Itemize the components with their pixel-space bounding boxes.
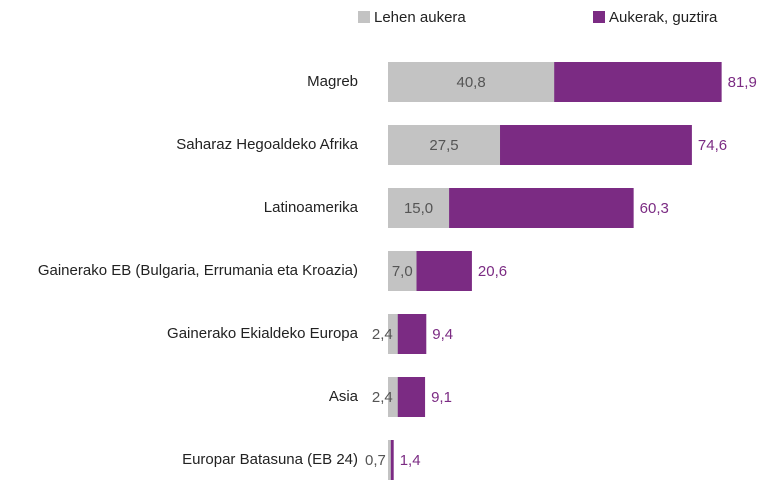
category-label: Asia	[329, 388, 359, 405]
value-label-first: 2,4	[372, 389, 393, 406]
legend-swatch	[358, 11, 370, 23]
value-label-first: 40,8	[457, 74, 486, 91]
value-label-first: 15,0	[404, 200, 433, 217]
bar-first	[388, 440, 391, 480]
bar-first	[388, 188, 450, 228]
legend-label: Aukerak, guztira	[609, 9, 718, 26]
bar-first	[388, 62, 555, 102]
value-label-first: 7,0	[392, 263, 413, 280]
value-label-total: 60,3	[640, 200, 669, 217]
value-label-total: 81,9	[728, 74, 757, 91]
value-label-first: 2,4	[372, 326, 393, 343]
category-label: Magreb	[307, 73, 358, 90]
value-label-total: 20,6	[478, 263, 507, 280]
value-label-first: 27,5	[429, 137, 458, 154]
category-label: Saharaz Hegoaldeko Afrika	[176, 136, 358, 153]
value-label-first: 0,7	[365, 452, 386, 469]
category-label: Latinoamerika	[264, 199, 359, 216]
legend-swatch	[593, 11, 605, 23]
value-label-total: 74,6	[698, 137, 727, 154]
category-label: Gainerako EB (Bulgaria, Errumania eta Kr…	[38, 262, 358, 279]
bar-first	[388, 251, 417, 291]
value-label-total: 1,4	[400, 452, 421, 469]
value-label-total: 9,4	[432, 326, 453, 343]
legend-label: Lehen aukera	[374, 9, 466, 26]
value-label-total: 9,1	[431, 389, 452, 406]
category-label: Gainerako Ekialdeko Europa	[167, 325, 359, 342]
category-label: Europar Batasuna (EB 24)	[182, 451, 358, 468]
bar-first	[388, 125, 501, 165]
bar-first	[388, 377, 398, 417]
bar-first	[388, 314, 398, 354]
